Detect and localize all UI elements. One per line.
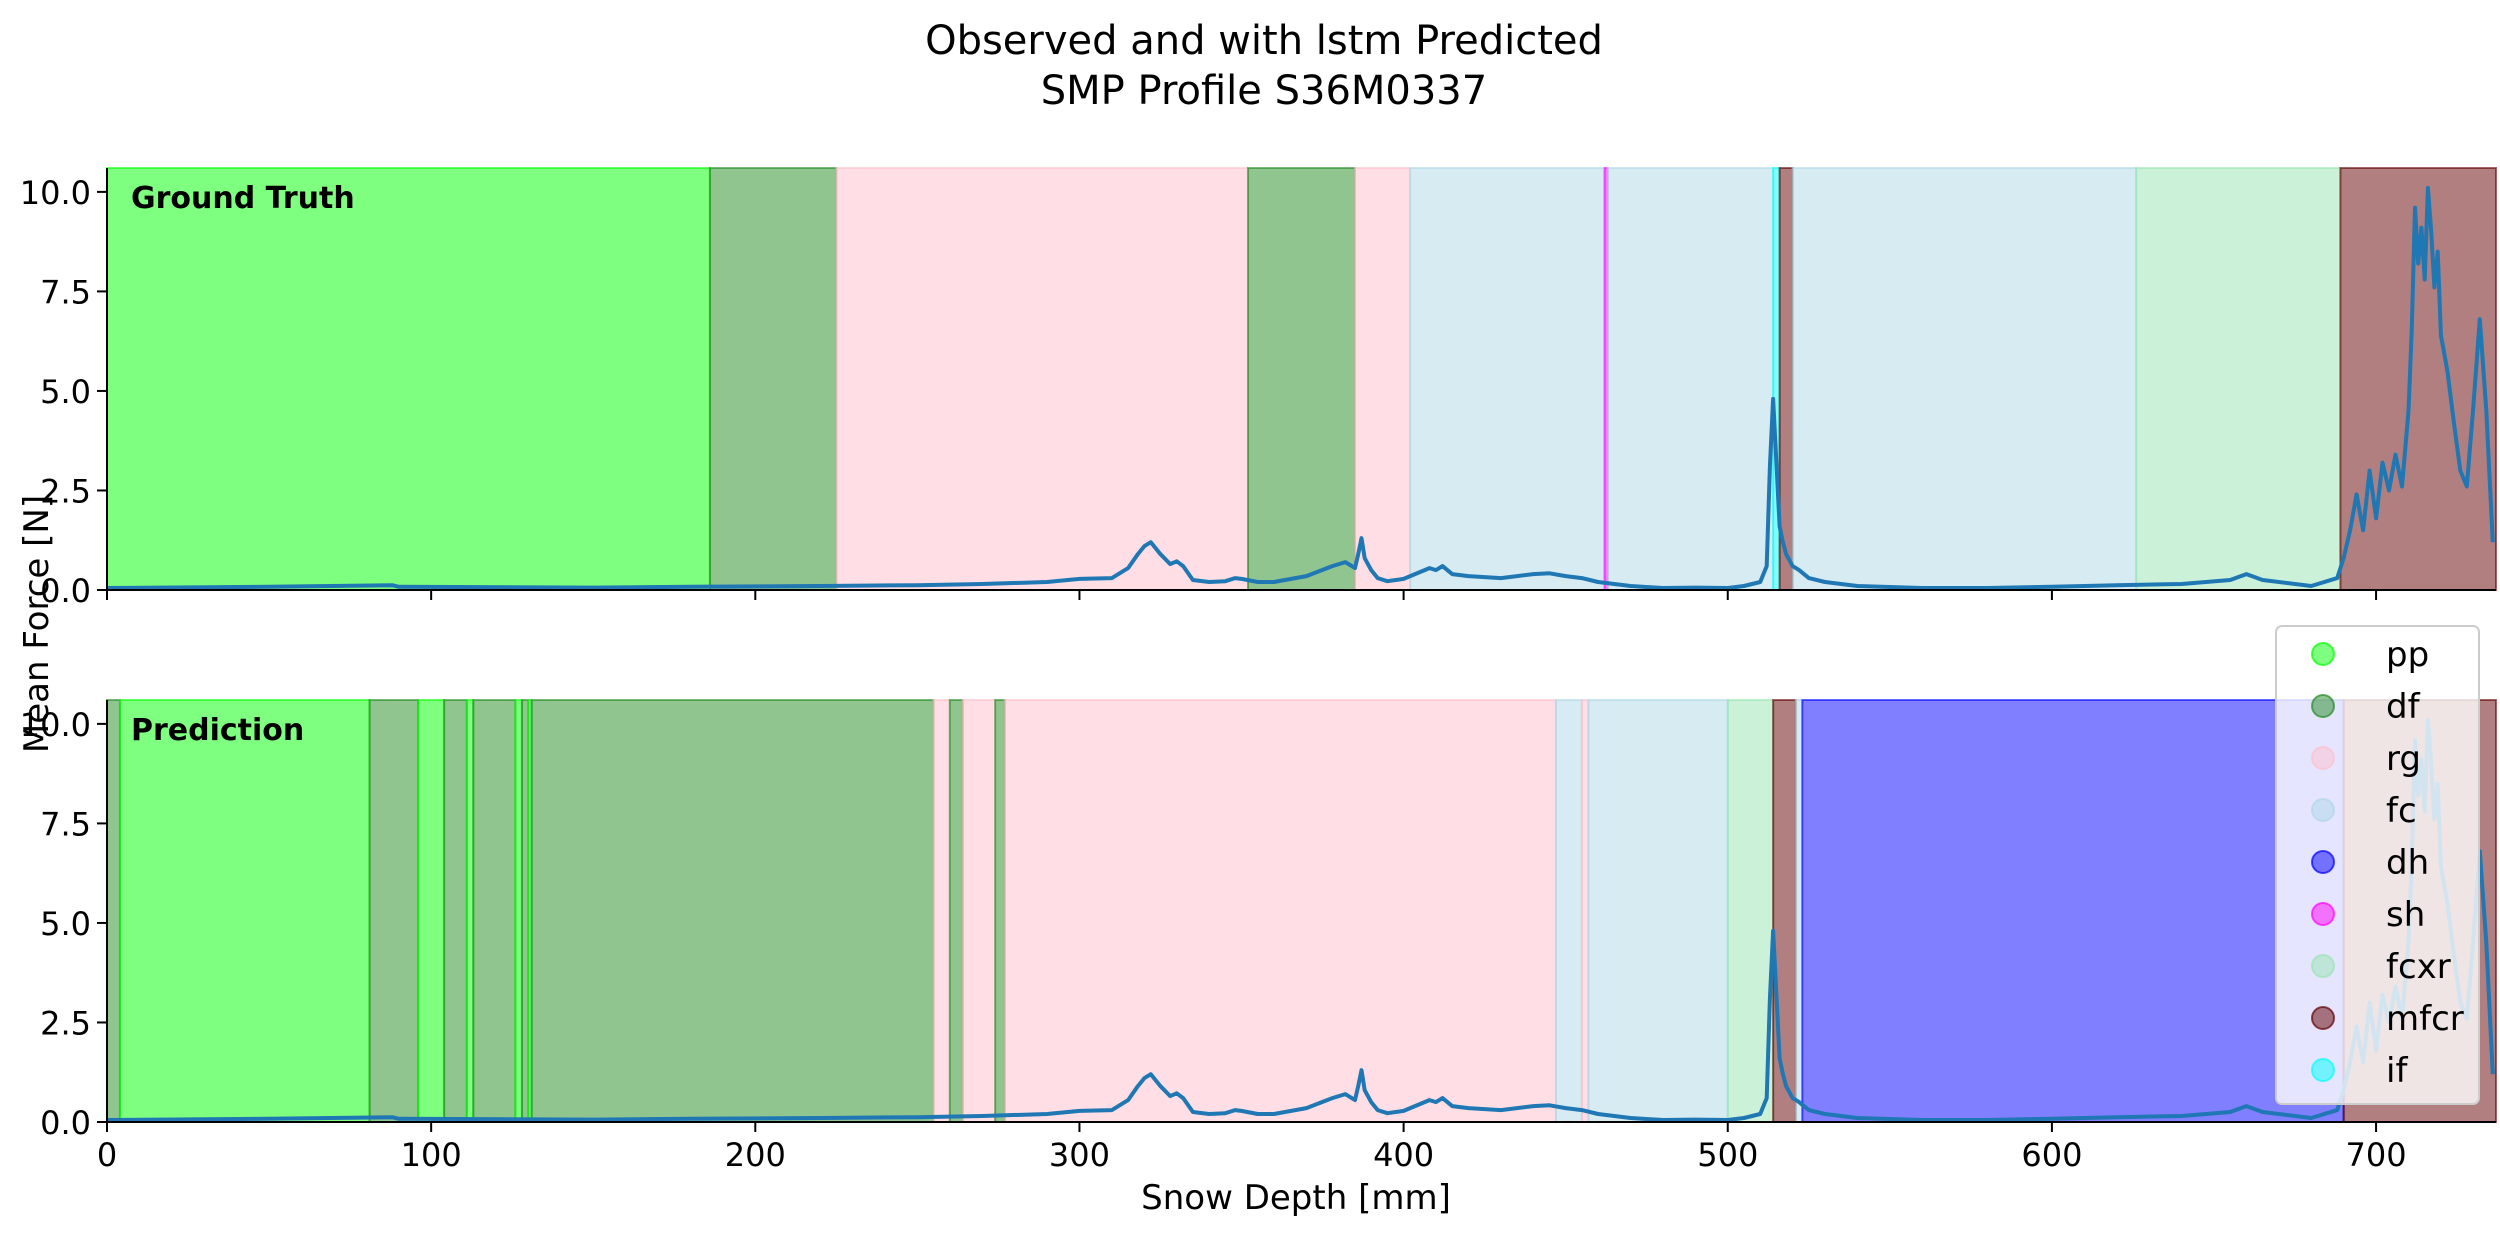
legend-box (2275, 625, 2480, 1105)
x-tick-label: 100 (401, 1136, 462, 1174)
band-df (443, 699, 468, 1123)
y-axis-label: Mean Force [N] (17, 495, 57, 753)
y-tick-label: 0.0 (40, 1104, 91, 1142)
ground-truth-panel: 0.0 2.5 5.0 7.5 10.0 Ground Truth (20, 167, 2497, 610)
band-fc (1409, 167, 1606, 591)
band-fc (1587, 699, 1729, 1123)
legend-marker-sh (2311, 902, 2335, 926)
legend-marker-mfcr (2311, 1006, 2335, 1030)
band-df (368, 699, 420, 1123)
legend: pp df rg fc dh sh fcxr mfcr if (2275, 625, 2480, 1105)
legend-label-pp: pp (2386, 635, 2429, 675)
legend-label-fc: fc (2386, 791, 2417, 831)
legend-marker-fc (2311, 798, 2335, 822)
band-df (106, 699, 121, 1123)
x-tick-label: 200 (725, 1136, 786, 1174)
legend-label-if: if (2386, 1051, 2408, 1091)
band-pp (417, 699, 446, 1123)
band-fcxr (2135, 167, 2342, 591)
force-signal-line (106, 185, 2495, 590)
band-df (948, 699, 964, 1123)
band-rg (1003, 699, 1557, 1123)
y-tick-label: 7.5 (40, 805, 91, 843)
legend-label-dh: dh (2386, 843, 2429, 883)
band-fc (1606, 167, 1775, 591)
band-rg (961, 699, 997, 1123)
y-tick-label: 10.0 (20, 706, 91, 744)
y-tick-label: 2.5 (40, 1004, 91, 1042)
band-mfcr (1772, 699, 1797, 1123)
x-axis-label: Snow Depth [mm] (1141, 1178, 1451, 1218)
band-fc (1554, 699, 1583, 1123)
band-pp (106, 167, 711, 591)
band-dh (1801, 699, 2345, 1123)
figure-title-line1: Observed and with lstm Predicted (925, 18, 1603, 64)
band-df (994, 699, 1006, 1123)
legend-label-mfcr: mfcr (2386, 999, 2464, 1039)
legend-marker-pp (2311, 642, 2335, 666)
band-rg (835, 167, 1250, 591)
panel-label: Ground Truth (131, 181, 355, 216)
x-tick-label: 500 (1697, 1136, 1758, 1174)
y-tick-label: 10.0 (20, 174, 91, 212)
legend-marker-fcxr (2311, 954, 2335, 978)
y-tick-label: 2.5 (40, 472, 91, 510)
legend-marker-if (2311, 1058, 2335, 1082)
y-tick-label: 7.5 (40, 273, 91, 311)
prediction-panel: 0.0 2.5 5.0 7.5 10.0 0 100 200 300 400 500 600 700 Pr… (20, 699, 2498, 1174)
band-df (530, 699, 935, 1123)
legend-label-fcxr: fcxr (2386, 947, 2451, 987)
y-tick-label: 0.0 (40, 572, 91, 610)
band-df (1247, 167, 1356, 591)
band-fc (1791, 167, 2138, 591)
band-rg (932, 699, 951, 1123)
x-tick-label: 0 (97, 1136, 117, 1174)
band-df (472, 699, 517, 1123)
band-rg (1353, 167, 1412, 591)
x-tick-label: 400 (1373, 1136, 1434, 1174)
x-tick-label: 300 (1049, 1136, 1110, 1174)
y-tick-label: 5.0 (40, 373, 91, 411)
legend-marker-df (2311, 694, 2335, 718)
band-mfcr (2339, 167, 2497, 591)
legend-label-df: df (2386, 687, 2421, 727)
legend-label-rg: rg (2386, 739, 2421, 779)
y-tick-label: 5.0 (40, 905, 91, 943)
x-tick-label: 700 (2346, 1136, 2407, 1174)
band-df (708, 167, 838, 591)
figure-title-line2: SMP Profile S36M0337 (1041, 68, 1487, 114)
legend-label-sh: sh (2386, 895, 2425, 935)
x-tick-label: 600 (2021, 1136, 2082, 1174)
legend-marker-rg (2311, 746, 2335, 770)
panel-label: Prediction (131, 713, 304, 748)
legend-marker-dh (2311, 850, 2335, 874)
band-pp (118, 699, 371, 1123)
